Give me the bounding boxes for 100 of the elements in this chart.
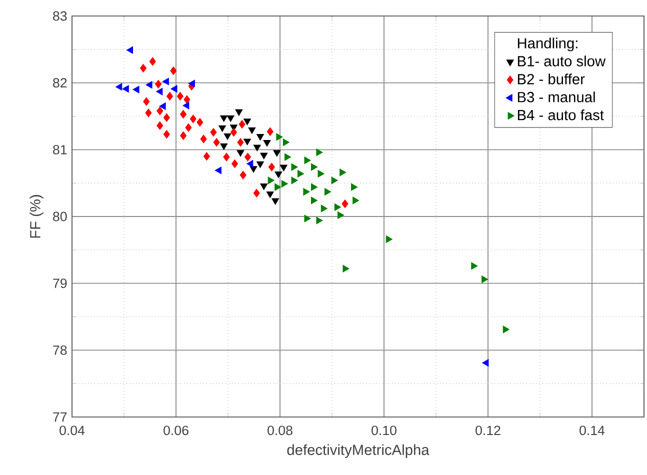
point: [231, 159, 238, 168]
point: [176, 92, 184, 100]
y-tick-label: 81: [53, 144, 67, 154]
point: [236, 150, 244, 157]
point: [190, 114, 196, 124]
point: [311, 196, 318, 204]
point: [203, 152, 210, 161]
point: [210, 128, 217, 137]
point: [281, 180, 288, 188]
point: [213, 138, 220, 147]
x-tick-label: 0.06: [164, 426, 188, 436]
point: [297, 170, 304, 178]
point: [342, 200, 348, 208]
point: [230, 128, 237, 137]
point: [284, 153, 292, 161]
point: [256, 134, 264, 141]
point: [316, 216, 323, 224]
x-tick-label: 0.12: [476, 426, 500, 436]
point: [196, 118, 204, 127]
legend-label: B1- auto slow: [518, 56, 606, 66]
point: [338, 211, 344, 219]
point: [260, 183, 268, 190]
x-tick-label: 0.10: [372, 426, 396, 436]
point: [250, 166, 258, 173]
point: [140, 64, 147, 72]
point: [226, 115, 234, 122]
point: [156, 88, 163, 96]
point: [482, 276, 488, 284]
point: [502, 326, 510, 334]
point: [263, 140, 271, 147]
point: [143, 97, 150, 106]
point: [352, 196, 360, 204]
y-tick-label: 78: [53, 345, 67, 355]
point: [244, 152, 252, 162]
x-axis-title: defectivityMetricAlpha: [287, 444, 430, 458]
point: [244, 138, 251, 146]
point: [331, 176, 338, 184]
point: [180, 110, 187, 119]
point: [316, 148, 323, 156]
point: [266, 192, 274, 198]
point: [342, 264, 350, 272]
point: [237, 138, 244, 147]
point: [304, 156, 311, 164]
point: [185, 123, 192, 132]
point: [170, 66, 177, 76]
point: [163, 130, 170, 139]
point: [248, 127, 256, 134]
point: [214, 166, 222, 174]
y-axis-title: FF (%): [30, 195, 44, 238]
point: [311, 183, 318, 191]
point: [188, 80, 195, 88]
point: [170, 85, 178, 93]
point: [253, 144, 261, 152]
point: [156, 106, 164, 116]
point: [291, 176, 298, 184]
y-tick-label: 83: [53, 11, 67, 21]
point: [282, 138, 290, 146]
point: [256, 161, 264, 168]
point: [149, 57, 156, 66]
point: [126, 46, 134, 54]
point: [276, 133, 283, 141]
point: [166, 92, 174, 100]
point: [268, 162, 275, 172]
point: [238, 120, 246, 129]
point: [274, 183, 282, 191]
point: [303, 188, 310, 196]
point: [180, 131, 187, 140]
point: [334, 203, 341, 211]
point: [235, 109, 243, 116]
point: [159, 102, 166, 110]
point: [163, 113, 170, 122]
point: [184, 95, 190, 104]
point: [224, 133, 232, 140]
point: [253, 188, 260, 198]
point: [122, 85, 129, 93]
point: [200, 134, 207, 144]
x-tick-label: 0.04: [60, 426, 85, 436]
y-tick-label: 80: [53, 212, 67, 222]
point: [273, 150, 281, 157]
y-tick-label: 79: [53, 278, 67, 288]
point: [280, 164, 288, 172]
point: [220, 115, 228, 122]
point: [246, 160, 254, 168]
x-tick-label: 0.08: [268, 426, 292, 436]
point: [244, 118, 251, 126]
point: [240, 170, 246, 180]
y-tick-label: 77: [53, 412, 67, 422]
point: [311, 163, 318, 171]
legend-title: Handling:: [518, 38, 578, 52]
point: [268, 176, 274, 184]
legend-label: B4 - auto fast: [518, 109, 604, 120]
legend-label: B2 - buffer: [518, 74, 585, 84]
point: [274, 171, 282, 178]
point: [156, 121, 164, 130]
point: [324, 188, 332, 196]
point: [318, 170, 324, 178]
point: [260, 152, 268, 160]
point: [386, 235, 392, 243]
point: [220, 143, 228, 150]
point: [146, 81, 152, 89]
